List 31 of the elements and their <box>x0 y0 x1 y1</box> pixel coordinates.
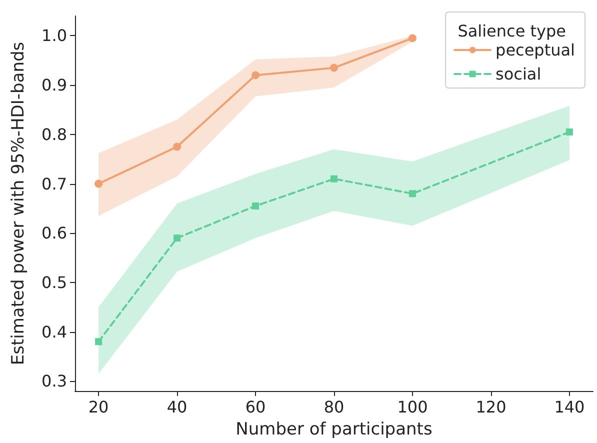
point <box>174 234 181 242</box>
x-axis-title: Number of participants <box>236 420 432 440</box>
point <box>566 128 573 136</box>
x-tick-label: 40 <box>166 398 188 416</box>
y-tick-label: 0.5 <box>42 272 67 292</box>
point <box>95 338 102 346</box>
y-tick-label: 0.9 <box>42 76 67 95</box>
y-tick-label: 0.3 <box>42 372 67 391</box>
y-axis-title: Estimated power with 95%-HDI-bands <box>8 42 28 366</box>
x-tick-label: 80 <box>324 398 344 416</box>
point <box>252 202 260 210</box>
point <box>408 34 416 42</box>
y-tick-label: 0.7 <box>42 174 67 194</box>
legend-label: social <box>496 64 542 84</box>
y-tick-label: 0.8 <box>42 124 67 144</box>
point <box>252 71 260 80</box>
y-tick-label: 0.6 <box>42 224 67 243</box>
point <box>94 180 103 188</box>
point <box>330 64 338 72</box>
legend-title: Salience type <box>458 22 566 40</box>
x-tick-label: 20 <box>88 398 109 416</box>
point <box>173 142 182 151</box>
point <box>330 175 338 182</box>
legend-label: peceptual <box>496 40 576 60</box>
y-tick-label: 0.4 <box>42 322 67 342</box>
x-tick-label: 100 <box>397 398 428 416</box>
point <box>408 190 416 198</box>
x-tick-label: 60 <box>245 398 266 416</box>
y-tick-label: 1.0 <box>42 26 67 46</box>
x-tick-label: 120 <box>476 398 506 416</box>
x-tick-label: 140 <box>554 398 585 416</box>
